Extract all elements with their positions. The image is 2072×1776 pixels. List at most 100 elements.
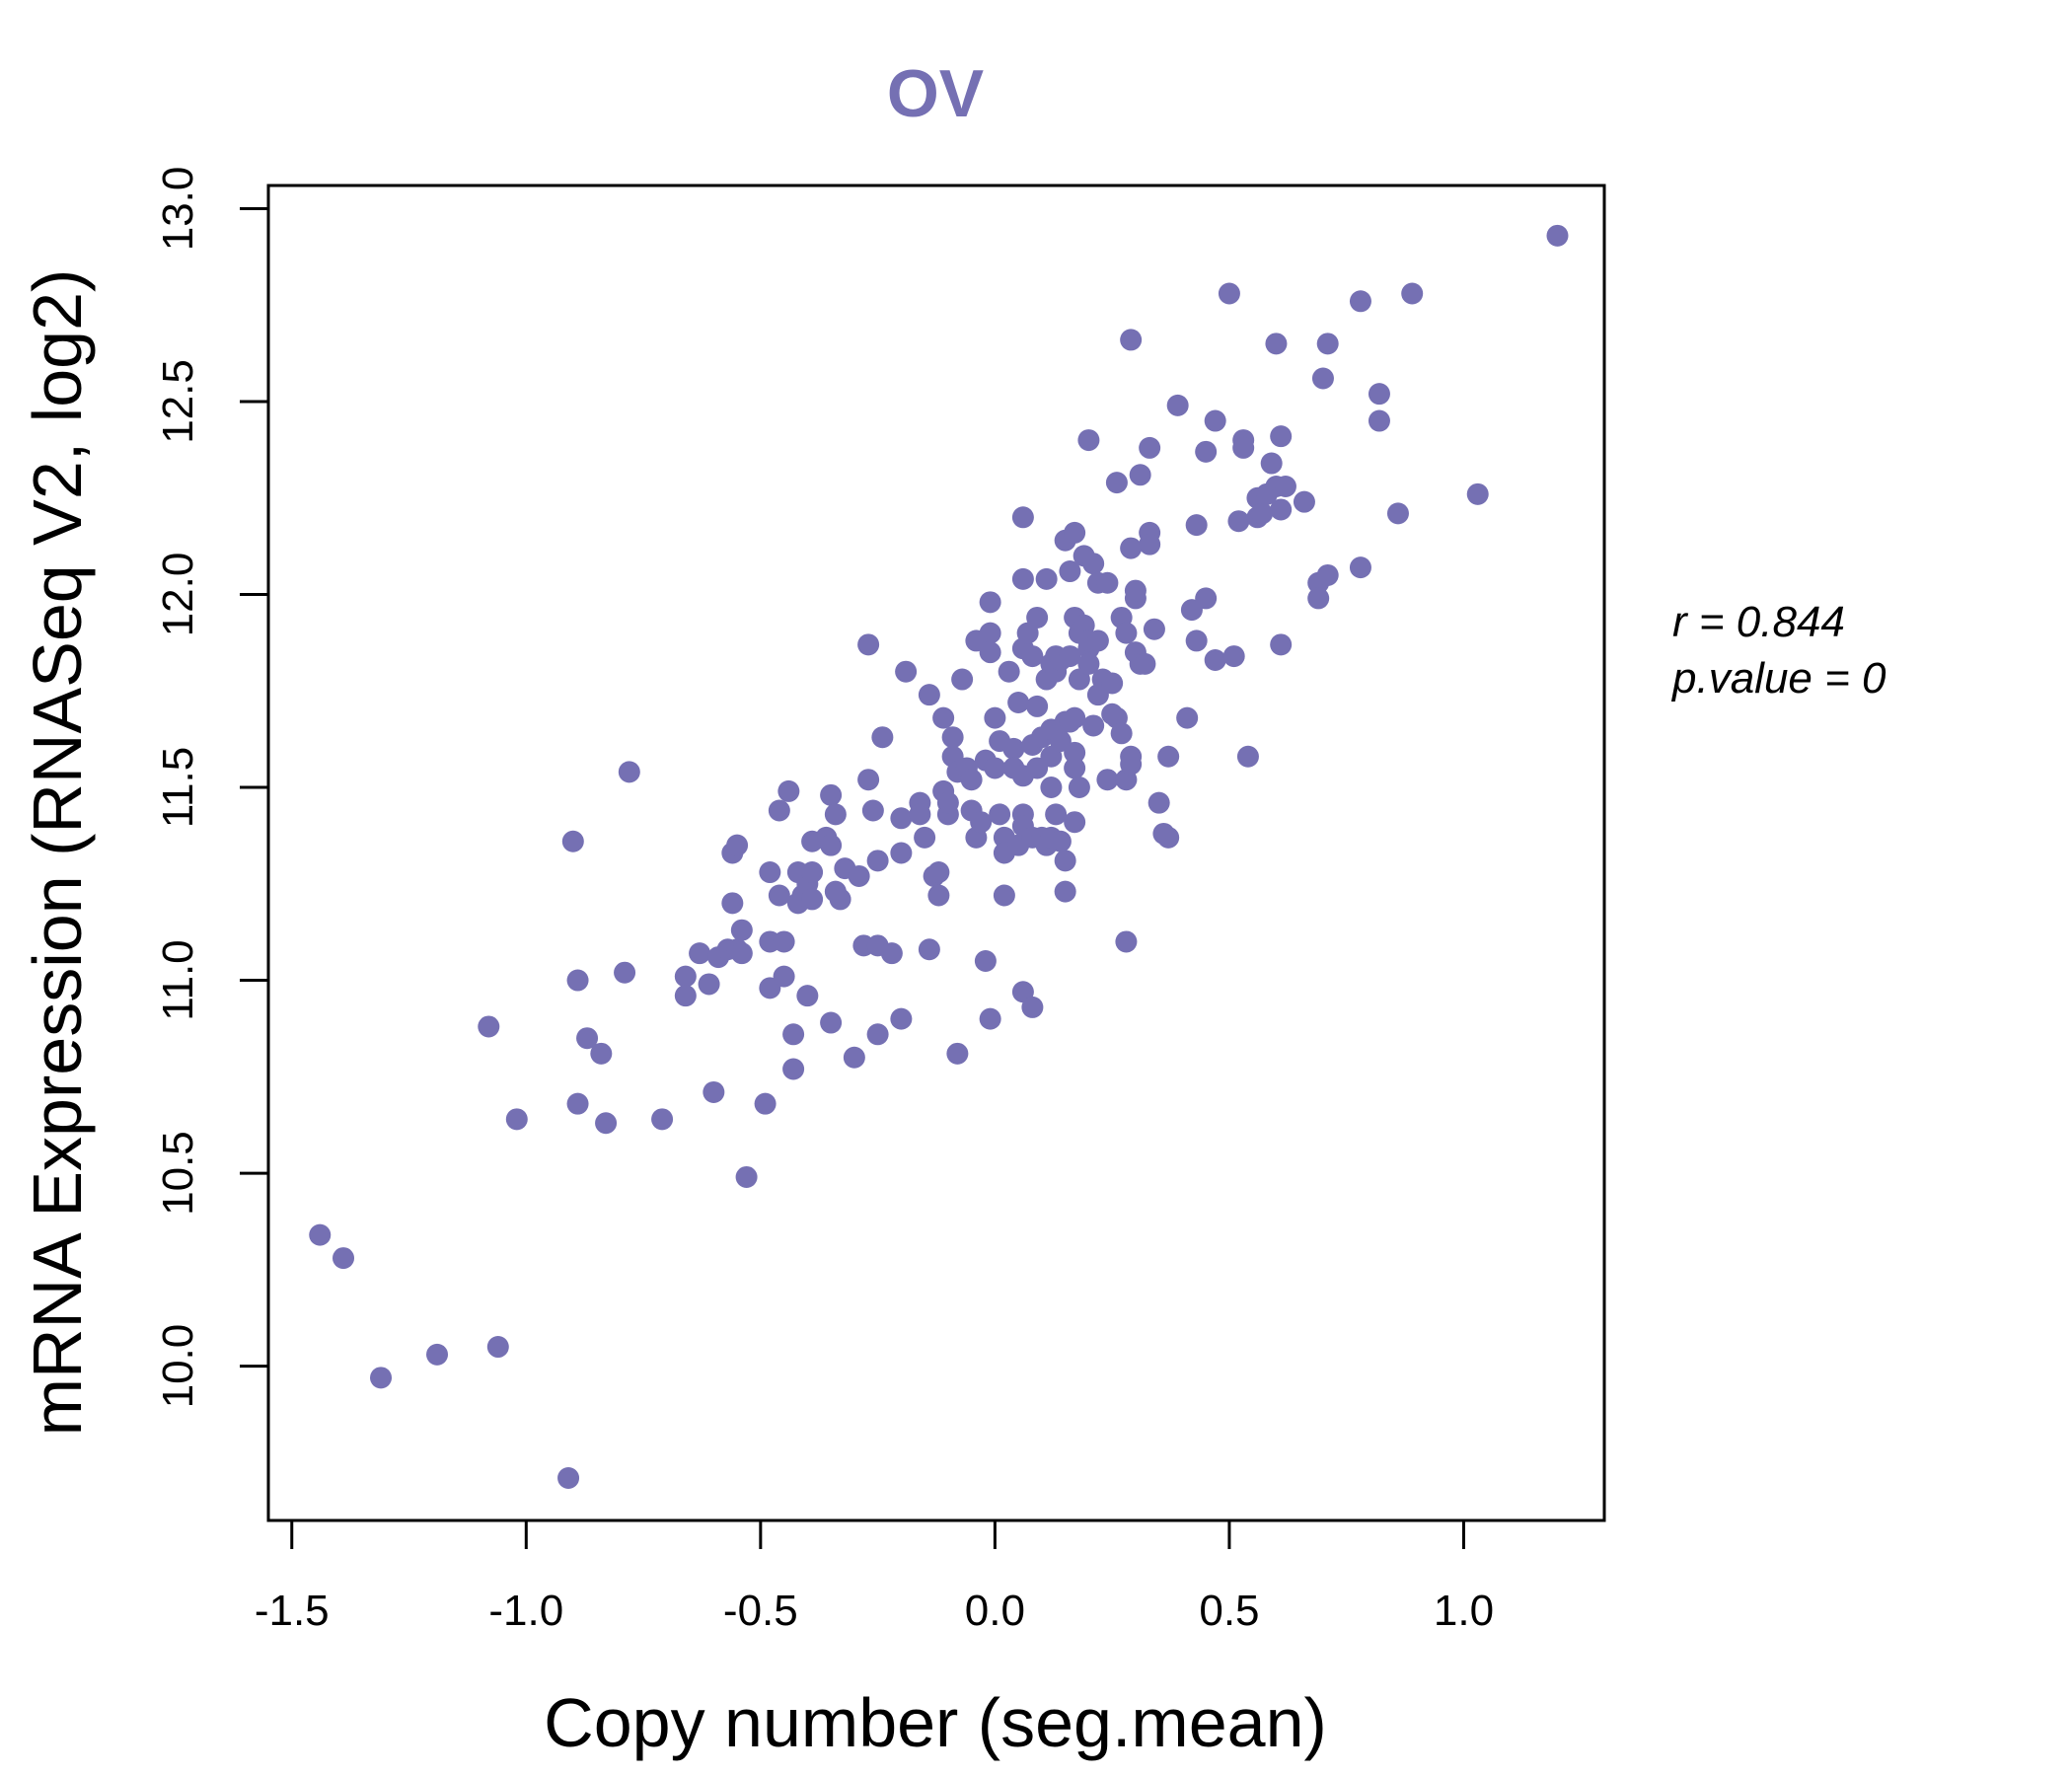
data-point xyxy=(1139,533,1161,555)
data-point xyxy=(698,973,720,996)
data-point xyxy=(1260,452,1283,475)
data-point xyxy=(759,861,781,884)
data-point xyxy=(1011,567,1034,590)
data-point xyxy=(1120,329,1143,351)
data-point xyxy=(1105,472,1128,494)
data-point xyxy=(871,726,894,749)
data-point xyxy=(801,888,824,911)
data-point xyxy=(979,641,1001,664)
data-point xyxy=(1349,556,1371,579)
data-point xyxy=(1139,436,1161,459)
data-point xyxy=(1115,930,1138,953)
data-point xyxy=(614,961,636,984)
data-point xyxy=(1064,741,1086,764)
data-point xyxy=(914,826,936,849)
data-point xyxy=(979,591,1001,614)
data-point xyxy=(1054,880,1076,903)
data-point xyxy=(1002,737,1025,760)
data-point xyxy=(843,1046,865,1069)
data-point xyxy=(946,1042,969,1065)
data-point xyxy=(974,949,997,972)
plot-area-frame xyxy=(266,184,1606,1522)
data-point xyxy=(1101,672,1124,695)
data-point xyxy=(1386,502,1409,525)
y-axis: 10.0 10.5 11.0 11.5 12.0 12.5 13.0 xyxy=(154,167,270,1408)
data-point xyxy=(1270,498,1293,521)
data-point xyxy=(932,706,955,729)
data-point xyxy=(674,965,697,988)
y-tick-label: 12.0 xyxy=(154,553,202,637)
data-point xyxy=(970,811,993,834)
data-point xyxy=(1204,409,1226,432)
data-point xyxy=(590,1042,613,1065)
data-point xyxy=(1307,587,1330,610)
data-point xyxy=(979,1007,1001,1030)
data-point xyxy=(848,864,870,887)
chart-title: OV xyxy=(887,56,984,131)
data-point xyxy=(820,1011,843,1034)
data-point xyxy=(1222,645,1245,668)
data-point xyxy=(866,850,889,872)
data-point xyxy=(1218,282,1240,305)
data-point xyxy=(1045,803,1068,826)
data-point xyxy=(1082,714,1105,737)
data-point xyxy=(927,884,950,907)
data-point xyxy=(857,769,880,791)
data-point xyxy=(1049,830,1072,852)
data-point xyxy=(1251,502,1274,525)
data-point xyxy=(674,985,697,1007)
data-point xyxy=(726,834,749,856)
data-point xyxy=(1368,409,1390,432)
data-point xyxy=(1185,514,1208,537)
data-point xyxy=(1157,826,1180,849)
data-point xyxy=(984,706,1006,729)
data-point xyxy=(1077,429,1100,452)
data-point xyxy=(918,938,940,961)
data-point xyxy=(1232,436,1255,459)
data-point xyxy=(486,1336,509,1359)
data-point xyxy=(782,1058,805,1080)
data-point xyxy=(824,803,847,826)
data-point xyxy=(1068,777,1090,799)
data-point xyxy=(1026,606,1049,629)
y-tick-label: 10.5 xyxy=(154,1131,202,1216)
data-point xyxy=(777,779,800,802)
data-point xyxy=(561,830,584,852)
data-point xyxy=(1011,506,1034,529)
data-point xyxy=(1082,553,1105,575)
data-point xyxy=(1270,425,1293,448)
data-point xyxy=(1064,521,1086,544)
data-point xyxy=(820,834,843,856)
data-point xyxy=(829,888,851,911)
data-point xyxy=(721,892,744,915)
x-tick-label: 0.5 xyxy=(1199,1587,1259,1635)
data-point xyxy=(1546,224,1569,247)
data-point xyxy=(1021,645,1044,668)
data-point xyxy=(1311,367,1334,390)
data-point xyxy=(880,942,903,965)
data-point xyxy=(984,757,1006,779)
x-tick-label: -1.0 xyxy=(488,1587,563,1635)
y-tick-label: 11.0 xyxy=(154,939,202,1020)
data-point xyxy=(895,660,918,683)
data-point xyxy=(1086,629,1109,652)
data-point xyxy=(333,1247,355,1270)
data-point xyxy=(1064,757,1086,779)
data-point xyxy=(1204,648,1226,671)
data-point xyxy=(1176,706,1199,729)
data-point xyxy=(1007,691,1030,713)
data-point xyxy=(989,803,1011,826)
data-point xyxy=(1147,791,1170,814)
data-point xyxy=(866,1023,889,1046)
data-point xyxy=(1227,510,1250,533)
data-point xyxy=(651,1108,674,1131)
data-point xyxy=(703,1080,725,1103)
data-point xyxy=(951,668,974,691)
data-point xyxy=(1265,333,1288,355)
p-value-label: p.value = 0 xyxy=(1670,654,1887,703)
data-point xyxy=(1064,811,1086,834)
data-point xyxy=(979,622,1001,644)
data-point xyxy=(1096,769,1119,791)
data-point xyxy=(1077,652,1100,675)
